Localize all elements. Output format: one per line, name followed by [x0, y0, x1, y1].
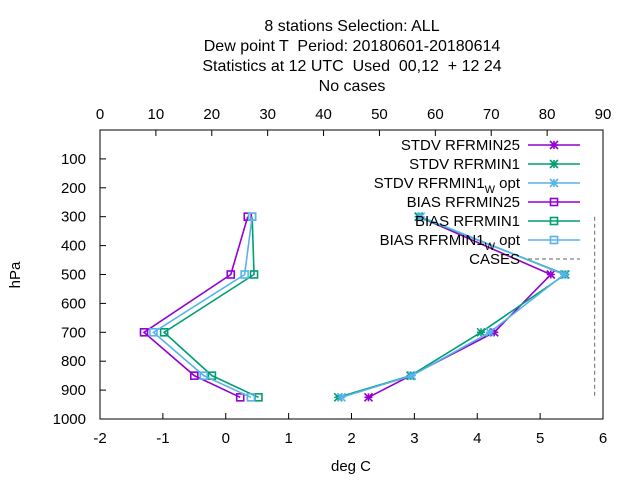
series-5: [159, 212, 263, 402]
x-tick-label: 5: [536, 430, 544, 447]
y-tick-label: 200: [61, 180, 86, 197]
legend: STDV RFRMIN25 STDV RFRMIN1 STDV RFRMIN1W o…: [374, 137, 580, 268]
legend-item-5: BIAS RFRMIN1: [415, 213, 580, 230]
legend-marker: [549, 235, 559, 245]
y-tick-label: 400: [61, 238, 86, 255]
legend-label: BIAS RFRMIN1W opt: [380, 232, 521, 253]
series-4: [139, 212, 253, 402]
y-tick-label: 300: [61, 209, 86, 226]
x-tick-label: 4: [473, 430, 481, 447]
y-tick-label: 100: [61, 151, 86, 168]
x-tick-label: 2: [347, 430, 355, 447]
legend-label: CASES: [469, 251, 520, 268]
data-point: [226, 270, 236, 279]
x-axis-label: deg C: [331, 458, 371, 475]
series-line: [142, 216, 249, 399]
data-point: [416, 212, 426, 222]
data-point: [149, 327, 158, 337]
legend-item-3: STDV RFRMIN1W opt: [374, 175, 580, 196]
legend-item-4: BIAS RFRMIN25: [407, 194, 580, 211]
y-tick-label: 1000: [53, 411, 86, 428]
x-tick-label: -2: [93, 430, 106, 447]
data-point: [246, 393, 256, 402]
data-point: [407, 371, 417, 381]
x2-tick-label: 10: [148, 106, 165, 123]
x-tick-label: 1: [284, 430, 292, 447]
y-tick-label: 900: [61, 382, 86, 399]
x2-tick-label: 20: [203, 106, 220, 123]
data-point: [247, 212, 257, 221]
x-tick-label: 6: [599, 430, 607, 447]
legend-item-7: CASES: [469, 251, 580, 268]
plot-frame: [99, 129, 604, 420]
legend-marker: [549, 159, 559, 169]
data-point: [190, 371, 199, 380]
x2-tick-label: 60: [427, 106, 444, 123]
series-line: [152, 216, 253, 399]
legend-item-1: STDV RFRMIN25: [401, 137, 580, 154]
data-point: [546, 269, 556, 280]
y-axis-label: hPa: [7, 261, 24, 288]
x2-tick-label: 40: [315, 106, 332, 123]
x2-tick-label: 0: [96, 106, 104, 123]
x2-tick-label: 70: [483, 106, 500, 123]
series-line: [162, 216, 259, 399]
series-6: [149, 212, 257, 402]
legend-label: STDV RFRMIN1W opt: [374, 175, 521, 196]
data-point: [199, 371, 209, 380]
legend-item-6: BIAS RFRMIN1W opt: [380, 232, 580, 253]
data-point: [139, 327, 149, 337]
data-point: [363, 392, 374, 402]
legend-marker: [549, 216, 559, 226]
data-point: [235, 393, 245, 402]
data-point: [336, 392, 347, 402]
y-tick-label: 700: [61, 324, 86, 341]
x-tick-label: 0: [222, 430, 230, 447]
data-point: [249, 270, 259, 279]
chart-title: 8 stations Selection: ALL Dew point T Pe…: [0, 17, 640, 97]
legend-label: STDV RFRMIN25: [401, 137, 520, 154]
legend-label: BIAS RFRMIN1: [415, 213, 520, 230]
x-tick-label: 3: [410, 430, 418, 447]
data-point: [485, 327, 495, 337]
axes: -2 -1 0 1 2 3 4 5 60 10 20 30 40 50 60 70 80 901002003004…: [53, 106, 612, 447]
title-line-1: 8 stations Selection: ALL: [264, 18, 440, 35]
data-point: [243, 212, 253, 221]
legend-marker: [549, 140, 559, 150]
x-tick-label: -1: [156, 430, 169, 447]
series-3: [336, 212, 569, 402]
y-tick-label: 600: [61, 295, 86, 312]
data-point: [159, 327, 169, 337]
legend-label: STDV RFRMIN1: [409, 156, 520, 173]
title-line-3: Statistics at 12 UTC Used 00,12 + 12 24: [202, 58, 502, 75]
legend-marker: [549, 178, 559, 188]
legend-marker: [549, 197, 559, 207]
data-point: [559, 269, 569, 280]
x2-tick-label: 90: [595, 106, 612, 123]
x2-tick-label: 30: [259, 106, 276, 123]
y-tick-label: 500: [61, 267, 86, 284]
legend-label: BIAS RFRMIN25: [407, 194, 520, 211]
title-line-2: Dew point T Period: 20180601-20180614: [203, 38, 501, 55]
y-tick-label: 800: [61, 353, 86, 370]
legend-item-2: STDV RFRMIN1: [409, 156, 580, 173]
data-point: [240, 270, 249, 279]
title-line-4: No cases: [318, 78, 386, 95]
series-layer: [139, 212, 596, 402]
x2-tick-label: 50: [371, 106, 388, 123]
x2-tick-label: 80: [539, 106, 556, 123]
